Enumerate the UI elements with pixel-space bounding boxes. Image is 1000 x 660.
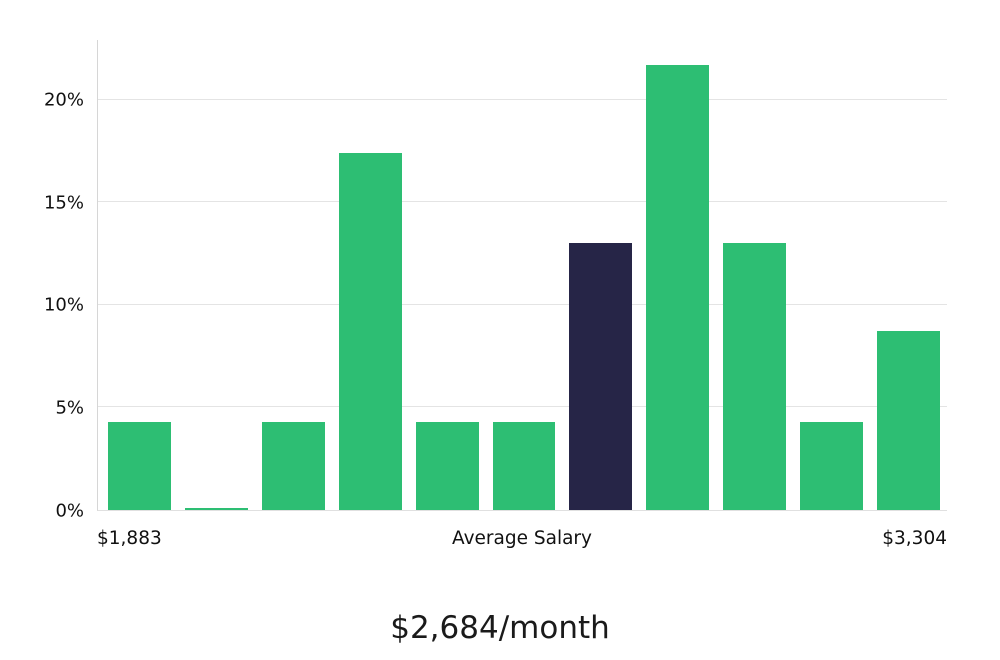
bar: [108, 421, 171, 510]
bar: [646, 64, 710, 510]
bar: [184, 507, 248, 510]
x-label-max-salary: $3,304: [882, 528, 947, 549]
average-salary-value: $2,684/month: [390, 610, 610, 646]
bar: [723, 243, 787, 510]
y-tick-label: 20%: [43, 89, 84, 111]
y-axis: 0% 5% 10% 15% 20%: [0, 40, 84, 521]
bar: [800, 421, 864, 510]
chart-area: 0% 5% 10% 15% 20%: [44, 40, 947, 522]
x-label-min-salary: $1,883: [97, 528, 162, 549]
gridline: [98, 201, 947, 203]
bar: [492, 421, 556, 510]
y-tick-label: 15%: [43, 192, 84, 213]
bar: [415, 421, 479, 510]
y-tick-label: 0%: [55, 500, 84, 522]
x-axis-labels: $1,883 Average Salary $3,304: [97, 528, 947, 549]
y-tick-label: 5%: [55, 397, 84, 419]
gridline: [98, 406, 947, 408]
bar-average-salary-highlighted: [569, 243, 633, 510]
gridline: [98, 98, 947, 100]
bar: [338, 152, 402, 510]
bar: [261, 421, 325, 510]
plot-area: [97, 40, 947, 511]
bars-group: [108, 40, 940, 510]
gridline: [98, 303, 947, 305]
y-tick-label: 10%: [43, 294, 84, 316]
x-label-average-salary: Average Salary: [452, 528, 592, 549]
bar: [877, 331, 940, 510]
